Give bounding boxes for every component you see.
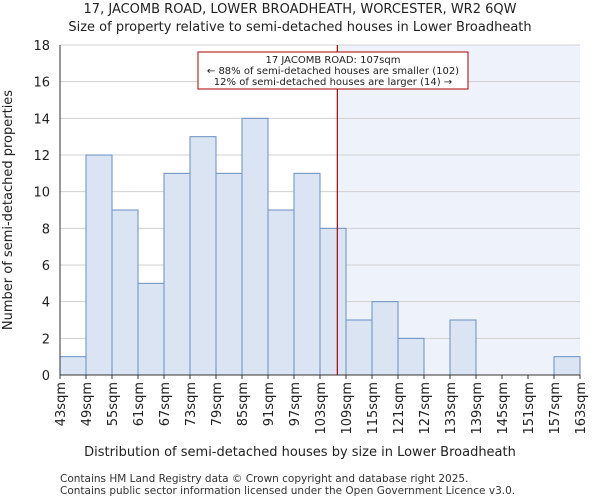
bar xyxy=(267,209,295,376)
x-tick-label: 157sqm xyxy=(548,382,563,435)
x-tick-label: 91sqm xyxy=(262,382,277,426)
y-tick-label: 6 xyxy=(42,259,50,274)
bar xyxy=(59,356,87,376)
bar xyxy=(111,209,139,376)
footer-licence: Contains public sector information licen… xyxy=(60,485,516,497)
bar xyxy=(137,282,165,376)
bar xyxy=(241,117,269,376)
bar xyxy=(189,136,217,376)
x-tick-label: 133sqm xyxy=(444,382,459,435)
x-tick-label: 85sqm xyxy=(236,382,251,426)
x-tick-label: 115sqm xyxy=(366,382,381,435)
x-tick-label: 49sqm xyxy=(80,382,95,426)
x-tick-label: 109sqm xyxy=(340,382,355,435)
x-tick-label: 127sqm xyxy=(418,382,433,435)
y-tick-label: 18 xyxy=(33,39,50,54)
y-tick-label: 4 xyxy=(42,296,50,311)
x-tick-label: 145sqm xyxy=(496,382,511,435)
x-tick-label: 103sqm xyxy=(314,382,329,435)
y-tick-label: 12 xyxy=(33,149,50,164)
x-tick-label: 121sqm xyxy=(392,382,407,435)
bar xyxy=(345,319,373,376)
bar xyxy=(397,337,425,376)
y-tick-label: 8 xyxy=(42,222,50,237)
x-tick-label: 73sqm xyxy=(184,382,199,426)
bar xyxy=(85,154,113,376)
annotation-title: 17 JACOMB ROAD: 107sqm xyxy=(266,55,401,66)
bar xyxy=(163,172,191,376)
x-tick-label: 79sqm xyxy=(210,382,225,426)
y-axis-label: Number of semi-detached properties xyxy=(1,90,16,330)
bar xyxy=(449,319,477,376)
annotation-smaller: ← 88% of semi-detached houses are smalle… xyxy=(207,66,459,77)
footer-copyright: Contains HM Land Registry data © Crown c… xyxy=(60,473,469,485)
y-tick-label: 0 xyxy=(42,369,50,384)
bar xyxy=(215,172,243,376)
y-tick-label: 16 xyxy=(33,76,50,91)
chart-subtitle: Size of property relative to semi-detach… xyxy=(68,20,532,35)
x-tick-label: 97sqm xyxy=(288,382,303,426)
annotation-larger: 12% of semi-detached houses are larger (… xyxy=(214,77,452,88)
y-tick-label: 2 xyxy=(42,332,50,347)
x-tick-label: 43sqm xyxy=(54,382,69,426)
x-tick-label: 163sqm xyxy=(574,382,589,435)
chart-title: 17, JACOMB ROAD, LOWER BROADHEATH, WORCE… xyxy=(83,2,517,17)
x-tick-label: 151sqm xyxy=(522,382,537,435)
x-tick-label: 139sqm xyxy=(470,382,485,435)
y-tick-label: 10 xyxy=(33,186,50,201)
bar xyxy=(371,301,399,376)
x-tick-label: 67sqm xyxy=(158,382,173,426)
y-tick-label: 14 xyxy=(33,112,50,127)
annotation-box xyxy=(197,51,469,90)
bar xyxy=(293,172,321,376)
bar xyxy=(319,227,347,376)
bar xyxy=(553,356,581,376)
x-axis-label: Distribution of semi-detached houses by … xyxy=(84,445,516,460)
x-tick-label: 55sqm xyxy=(106,382,121,426)
x-tick-label: 61sqm xyxy=(132,382,147,426)
